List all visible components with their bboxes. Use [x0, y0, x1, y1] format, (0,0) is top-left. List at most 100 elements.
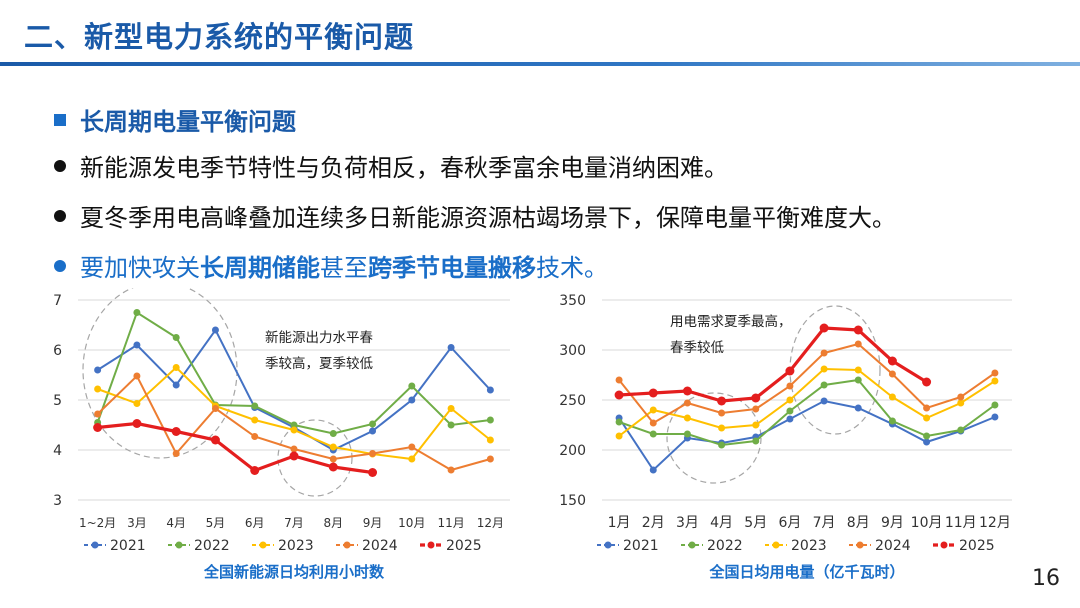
data-point-2024 — [820, 349, 828, 357]
data-point-2022 — [486, 416, 494, 424]
y-tick-label: 6 — [53, 343, 62, 359]
square-bullet-icon — [54, 113, 66, 126]
y-tick-label: 200 — [559, 443, 586, 459]
data-point-2023 — [718, 424, 726, 432]
data-point-2023 — [923, 414, 931, 422]
bullet-1: 新能源发电季节特性与负荷相反，春秋季富余电量消纳困难。 — [54, 148, 728, 183]
x-tick-label: 8月 — [323, 516, 343, 530]
annotation-text: 季较高，夏季较低 — [265, 355, 373, 372]
highlight-ellipse — [82, 288, 238, 459]
x-tick-label: 7月 — [284, 516, 304, 530]
series-line-2025 — [619, 326, 928, 403]
x-tick-label: 1月 — [608, 515, 631, 531]
data-point-2022 — [923, 432, 931, 440]
chart-daily-consumption: 150 200 250 300 350 1月 2月 3月 4月 5月 6月 7月 8月 9月 10月 11月 1… — [559, 293, 1012, 581]
data-point-2024 — [649, 419, 657, 427]
data-point-2025 — [250, 466, 260, 475]
x-tick-label: 6月 — [245, 516, 265, 530]
data-point-2022 — [649, 430, 657, 438]
x-tick-label: 2月 — [642, 515, 665, 531]
data-point-2024 — [251, 433, 259, 440]
data-point-2024 — [957, 393, 965, 401]
legend-marker-2021 — [604, 541, 612, 549]
data-point-2021 — [991, 413, 999, 421]
data-point-2021 — [486, 386, 494, 394]
legend-label-2022: 2022 — [707, 538, 743, 554]
data-point-2025 — [717, 396, 727, 406]
bullet-3-part1: 要加快攻关 — [80, 254, 200, 282]
annotation-text: 用电需求夏季最高， — [670, 313, 792, 330]
legend-marker-2024 — [343, 541, 351, 549]
chart-renewable-hours: 3 4 5 6 7 1~2月 3月 4月 5月 6月 7月 8月 9月 10月 11月 12月 新能源出力水平春… — [53, 288, 510, 581]
data-point-2021 — [369, 427, 377, 435]
data-point-2023 — [991, 377, 999, 385]
data-point-2025 — [210, 435, 220, 445]
x-tick-label: 9月 — [881, 515, 904, 531]
data-point-2022 — [329, 430, 337, 437]
data-point-2024 — [854, 340, 862, 348]
data-point-2024 — [408, 443, 416, 451]
data-point-2022 — [369, 420, 377, 428]
legend-label-2023: 2023 — [791, 538, 827, 554]
annotation-text: 新能源出力水平春 — [265, 330, 373, 346]
data-point-2021 — [211, 326, 219, 334]
y-tick-label: 150 — [559, 493, 586, 509]
page-title: 二、新型电力系统的平衡问题 — [24, 20, 415, 54]
data-point-2023 — [786, 396, 794, 404]
data-point-2023 — [649, 406, 657, 414]
data-point-2024 — [718, 409, 726, 417]
data-point-2025 — [785, 366, 795, 376]
data-point-2024 — [486, 455, 494, 463]
data-point-2023 — [172, 364, 180, 371]
legend-label-2021: 2021 — [110, 538, 146, 554]
data-point-2021 — [94, 366, 102, 374]
data-point-2023 — [854, 366, 862, 374]
series-line-2023 — [618, 367, 996, 437]
data-point-2022 — [290, 421, 298, 429]
legend-label-2024: 2024 — [875, 538, 911, 554]
x-tick-label: 9月 — [363, 516, 383, 530]
data-point-2022 — [786, 407, 794, 415]
data-point-2025 — [132, 419, 142, 428]
highlight-ellipse — [666, 392, 762, 484]
series-line-2022 — [618, 378, 996, 447]
bullet-3-text: 要加快攻关长周期储能甚至跨季节电量搬移技术。 — [80, 248, 608, 283]
data-point-2024 — [94, 410, 102, 418]
data-point-2024 — [683, 399, 691, 407]
data-point-2022 — [854, 376, 862, 384]
data-point-2022 — [991, 401, 999, 409]
x-tick-label: 11月 — [945, 515, 977, 531]
legend-marker-2025 — [940, 541, 948, 549]
legend-marker-2025 — [427, 541, 435, 549]
x-tick-label: 4月 — [166, 516, 186, 530]
data-point-2024 — [786, 382, 794, 390]
data-point-2023 — [447, 405, 455, 412]
x-tick-label: 3月 — [676, 515, 699, 531]
data-point-2023 — [615, 432, 623, 440]
x-tick-label: 11月 — [437, 516, 464, 530]
title-underline — [0, 62, 1080, 66]
data-point-2022 — [957, 426, 965, 434]
data-point-2024 — [752, 405, 760, 413]
x-tick-label: 6月 — [778, 515, 801, 531]
data-point-2024 — [211, 405, 219, 412]
data-point-2022 — [718, 441, 726, 449]
data-point-2024 — [172, 450, 180, 457]
subheading-text: 长周期电量平衡问题 — [80, 108, 296, 136]
x-tick-label: 4月 — [710, 515, 733, 531]
y-tick-label: 350 — [559, 293, 586, 309]
chart-title: 全国日均用电量（亿千瓦时） — [708, 563, 904, 581]
bullet-3: 要加快攻关长周期储能甚至跨季节电量搬移技术。 — [54, 248, 608, 283]
series-line-2024 — [618, 342, 996, 425]
data-point-2022 — [615, 418, 623, 426]
series-line-2025 — [97, 421, 373, 475]
legend-marker-2022 — [175, 541, 183, 549]
data-point-2024 — [133, 372, 141, 380]
data-point-2024 — [991, 369, 999, 377]
data-point-2025 — [682, 386, 692, 396]
bullet-3-emphasis-2: 跨季节电量搬移 — [368, 254, 536, 282]
x-tick-label: 12月 — [477, 516, 504, 530]
subheading: 长周期电量平衡问题 — [54, 102, 296, 137]
y-tick-label: 4 — [53, 443, 62, 459]
data-point-2023 — [820, 365, 828, 373]
